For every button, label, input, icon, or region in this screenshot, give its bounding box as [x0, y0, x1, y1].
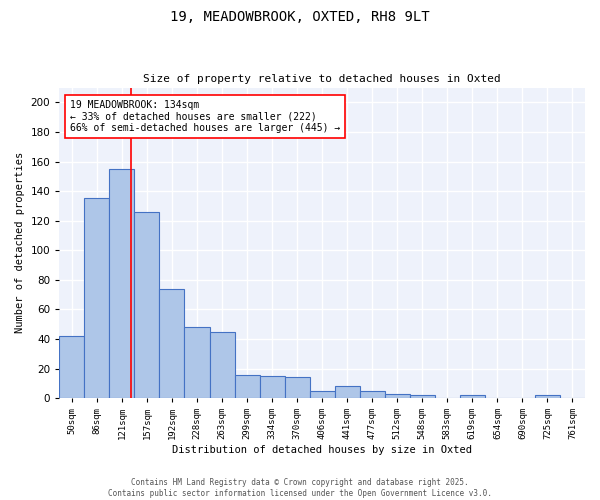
Bar	[209, 332, 235, 398]
Text: Contains HM Land Registry data © Crown copyright and database right 2025.
Contai: Contains HM Land Registry data © Crown c…	[108, 478, 492, 498]
Bar	[59, 336, 85, 398]
Bar	[410, 395, 435, 398]
Bar	[460, 395, 485, 398]
Title: Size of property relative to detached houses in Oxted: Size of property relative to detached ho…	[143, 74, 501, 84]
Bar	[284, 378, 310, 398]
Bar	[260, 376, 284, 398]
Bar	[85, 198, 109, 398]
Bar	[335, 386, 360, 398]
Bar	[235, 374, 260, 398]
Bar	[385, 394, 410, 398]
Bar	[310, 391, 335, 398]
Bar	[160, 288, 184, 398]
Bar	[184, 327, 209, 398]
Bar	[360, 391, 385, 398]
Text: 19 MEADOWBROOK: 134sqm
← 33% of detached houses are smaller (222)
66% of semi-de: 19 MEADOWBROOK: 134sqm ← 33% of detached…	[70, 100, 340, 133]
Bar	[109, 169, 134, 398]
Y-axis label: Number of detached properties: Number of detached properties	[15, 152, 25, 334]
Bar	[535, 395, 560, 398]
X-axis label: Distribution of detached houses by size in Oxted: Distribution of detached houses by size …	[172, 445, 472, 455]
Bar	[134, 212, 160, 398]
Text: 19, MEADOWBROOK, OXTED, RH8 9LT: 19, MEADOWBROOK, OXTED, RH8 9LT	[170, 10, 430, 24]
